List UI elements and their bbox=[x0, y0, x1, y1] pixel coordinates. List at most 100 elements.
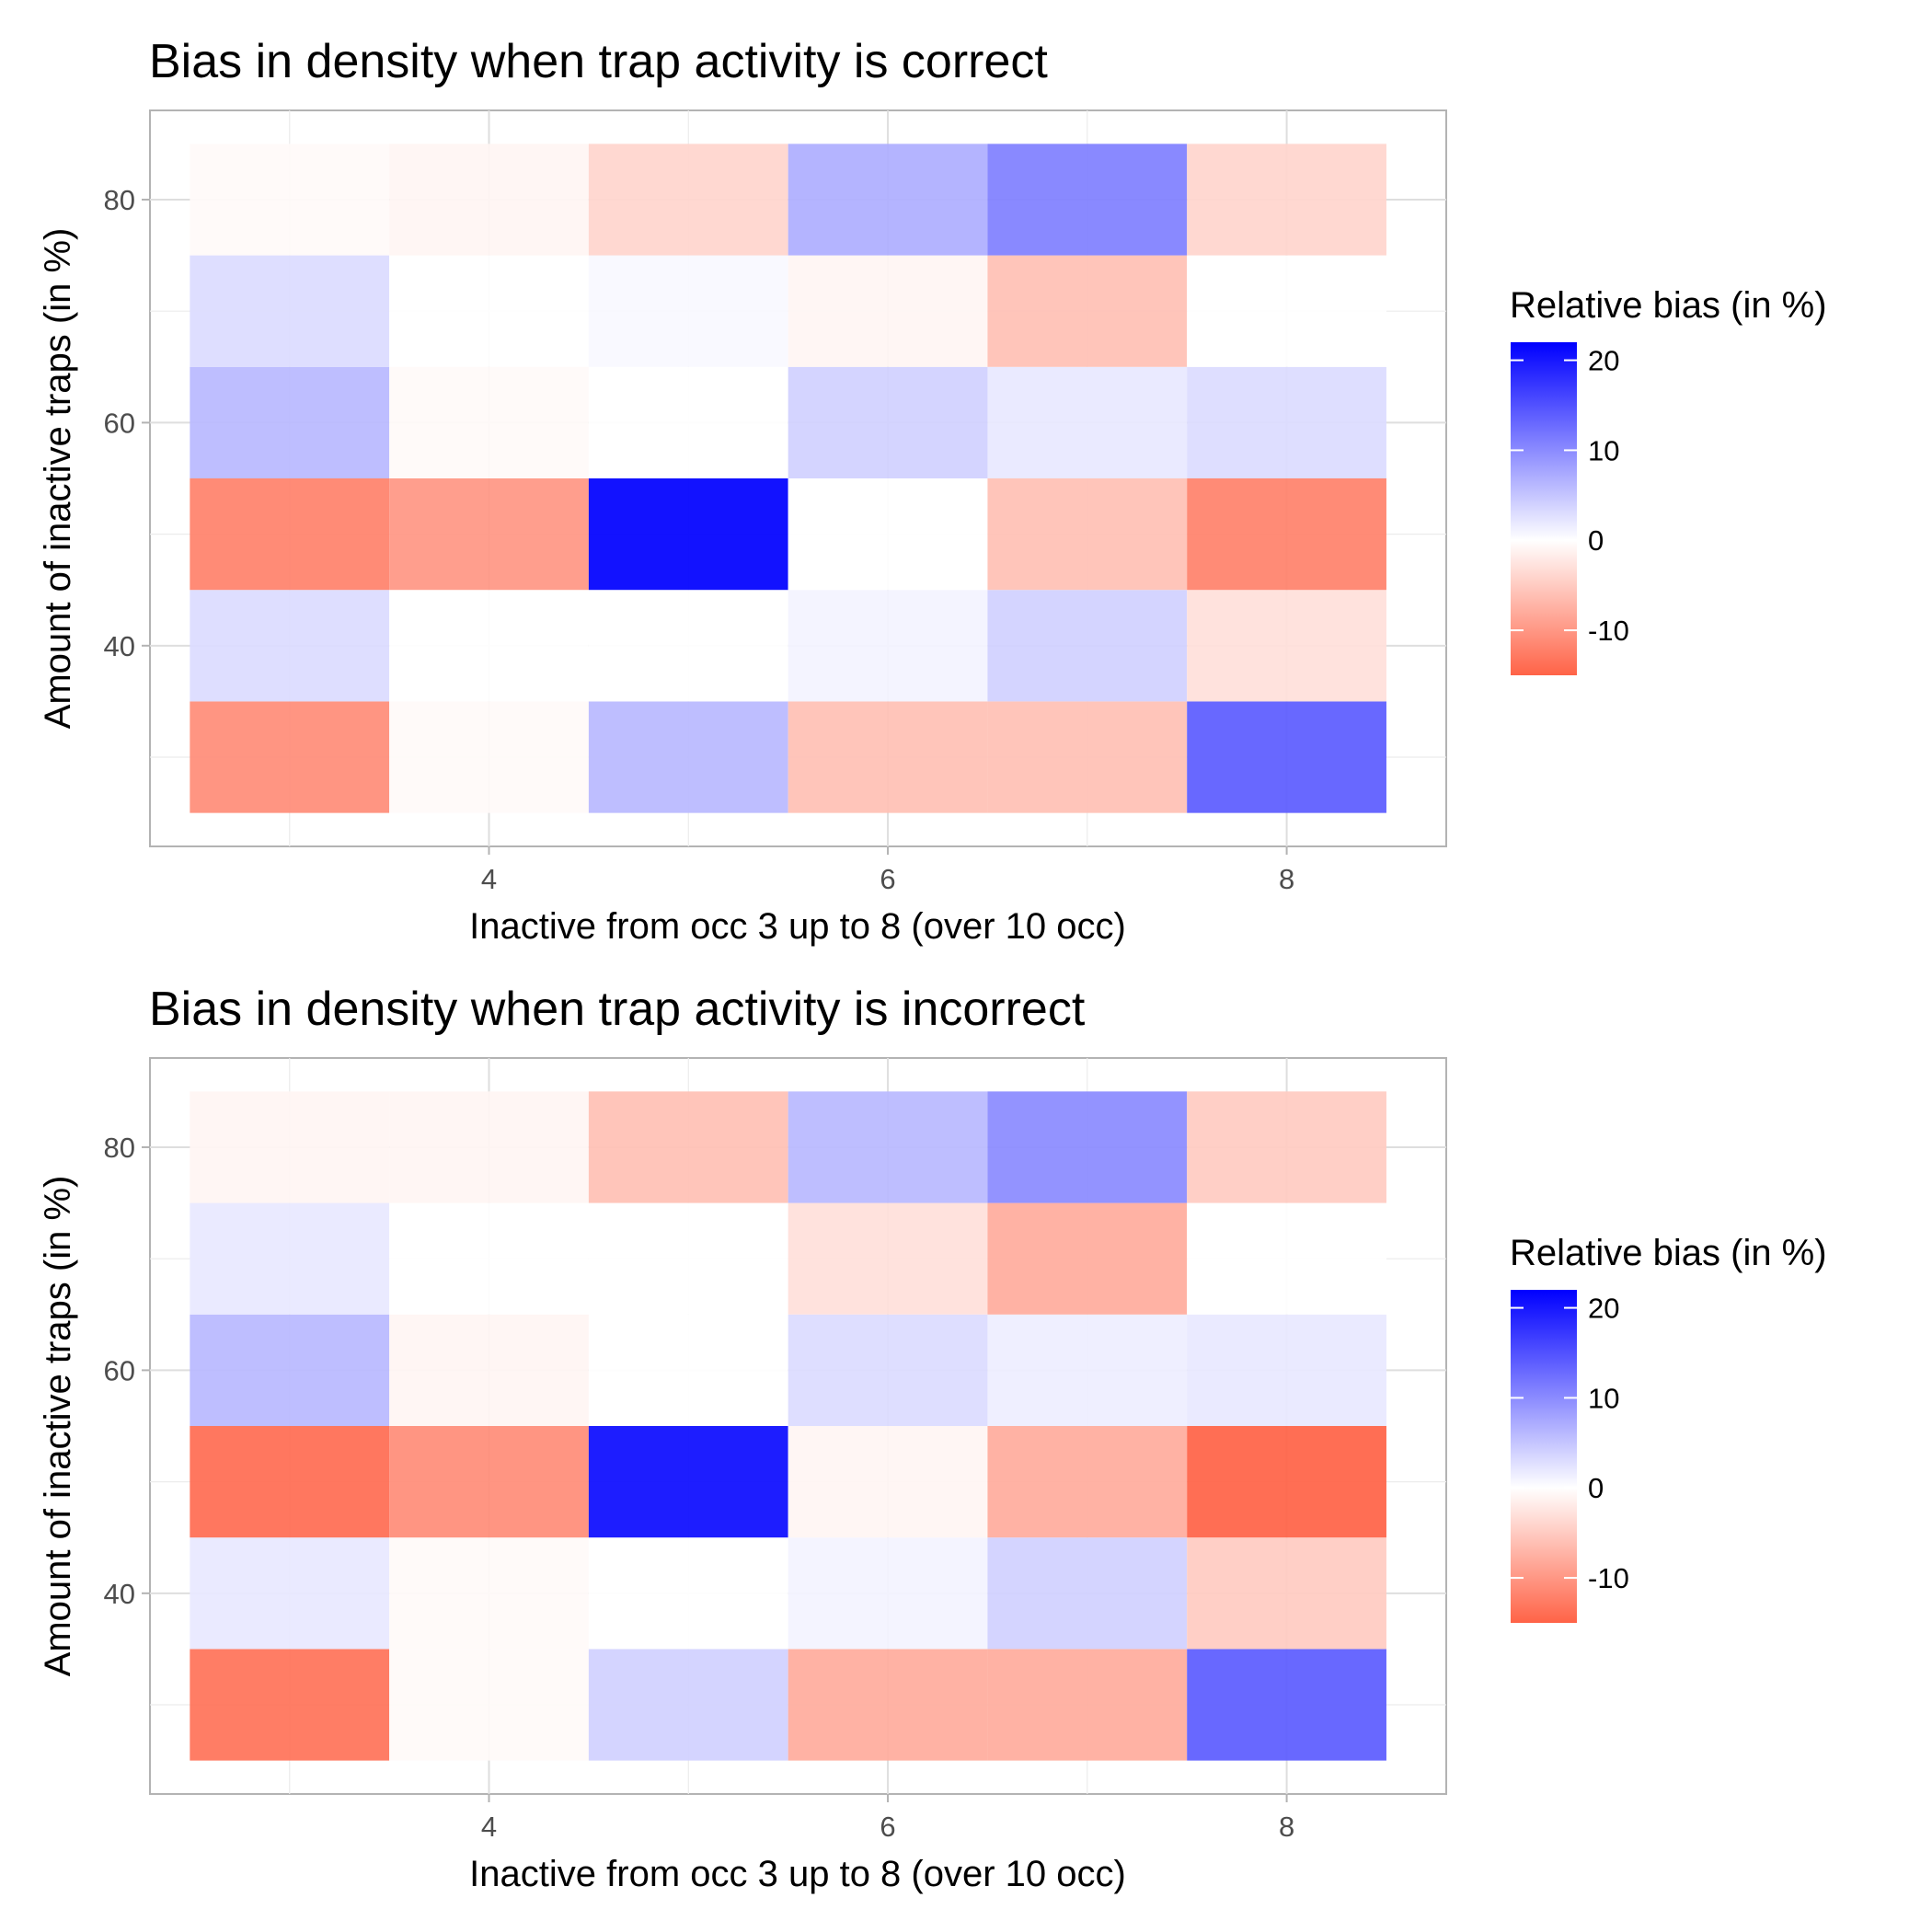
heatmap-cell bbox=[588, 701, 788, 813]
heatmap-cell bbox=[788, 1649, 988, 1761]
heatmap-cell bbox=[1187, 1091, 1386, 1203]
x-ticks: 4 6 8 bbox=[481, 1794, 1294, 1843]
heatmap-cell bbox=[1187, 1649, 1386, 1761]
legend-title: Relative bias (in %) bbox=[1510, 285, 1827, 326]
heatmap-cells bbox=[190, 1091, 1386, 1761]
chart-panel-incorrect: Bias in density when trap activity is in… bbox=[38, 983, 1827, 1894]
heatmap-cell bbox=[389, 255, 589, 367]
heatmap-cell bbox=[389, 478, 589, 591]
legend-colorbar bbox=[1511, 342, 1577, 675]
heatmap-cell bbox=[588, 144, 788, 256]
heatmap-cell bbox=[588, 1314, 788, 1426]
x-axis-label: Inactive from occ 3 up to 8 (over 10 occ… bbox=[469, 1854, 1126, 1894]
heatmap-cell bbox=[588, 478, 788, 591]
heatmap-cell bbox=[190, 1426, 390, 1538]
heatmap-cell bbox=[190, 144, 390, 256]
heatmap-cell bbox=[788, 1426, 988, 1538]
y-tick-label: 40 bbox=[104, 630, 135, 662]
heatmap-cell bbox=[987, 701, 1188, 813]
heatmap-cell bbox=[190, 478, 390, 591]
heatmap-cell bbox=[190, 1537, 390, 1650]
heatmap-cell bbox=[788, 590, 988, 702]
heatmap-cell bbox=[588, 1426, 788, 1538]
y-tick-label: 60 bbox=[104, 1354, 135, 1386]
heatmap-cell bbox=[190, 1202, 390, 1315]
heatmap-cell bbox=[389, 1091, 589, 1203]
heatmap-cell bbox=[788, 701, 988, 813]
y-axis-label: Amount of inactive traps (in %) bbox=[38, 1176, 78, 1677]
heatmap-cell bbox=[1187, 478, 1386, 591]
heatmap-cell bbox=[987, 478, 1188, 591]
heatmap-cell bbox=[1187, 1314, 1386, 1426]
heatmap-cells bbox=[190, 144, 1386, 813]
heatmap-cell bbox=[190, 1649, 390, 1761]
legend-ticks: -10 0 10 20 bbox=[1511, 1293, 1629, 1594]
heatmap-cell bbox=[987, 1426, 1188, 1538]
heatmap-cell bbox=[788, 1202, 988, 1315]
heatmap-cell bbox=[389, 1537, 589, 1650]
legend-tick-label: 0 bbox=[1588, 524, 1604, 557]
heatmap-cell bbox=[788, 1537, 988, 1650]
legend-tick-label: 20 bbox=[1588, 1293, 1619, 1325]
heatmap-cell bbox=[1187, 144, 1386, 256]
heatmap-cell bbox=[389, 701, 589, 813]
legend-tick-label: 10 bbox=[1588, 1382, 1619, 1414]
heatmap-cell bbox=[987, 1202, 1188, 1315]
x-tick-label: 8 bbox=[1279, 1811, 1294, 1843]
heatmap-cell bbox=[588, 366, 788, 478]
x-tick-label: 6 bbox=[880, 863, 895, 895]
heatmap-cell bbox=[588, 1537, 788, 1650]
legend-tick-label: -10 bbox=[1588, 1562, 1629, 1594]
legend-colorbar bbox=[1511, 1290, 1577, 1623]
heatmap-cell bbox=[987, 1537, 1188, 1650]
heatmap-cell bbox=[987, 1314, 1188, 1426]
heatmap-cell bbox=[1187, 1202, 1386, 1315]
heatmap-cell bbox=[1187, 1537, 1386, 1650]
y-tick-label: 40 bbox=[104, 1578, 135, 1610]
chart-panel-correct: Bias in density when trap activity is co… bbox=[38, 35, 1827, 947]
heatmap-cell bbox=[588, 1649, 788, 1761]
heatmap-cell bbox=[588, 1202, 788, 1315]
heatmap-cell bbox=[1187, 1426, 1386, 1538]
heatmap-cell bbox=[1187, 701, 1386, 813]
y-ticks: 40 60 80 bbox=[104, 1132, 150, 1610]
heatmap-cell bbox=[389, 1649, 589, 1761]
heatmap-cell bbox=[987, 144, 1188, 256]
heatmap-cell bbox=[788, 144, 988, 256]
x-tick-label: 4 bbox=[481, 1811, 497, 1843]
y-tick-label: 80 bbox=[104, 1132, 135, 1164]
heatmap-cell bbox=[389, 366, 589, 478]
x-ticks: 4 6 8 bbox=[481, 846, 1294, 895]
heatmap-cell bbox=[190, 366, 390, 478]
heatmap-cell bbox=[190, 1314, 390, 1426]
heatmap-cell bbox=[389, 1202, 589, 1315]
chart-title: Bias in density when trap activity is in… bbox=[149, 983, 1086, 1036]
heatmap-cell bbox=[190, 255, 390, 367]
heatmap-cell bbox=[190, 701, 390, 813]
legend-title: Relative bias (in %) bbox=[1510, 1233, 1827, 1273]
x-tick-label: 6 bbox=[880, 1811, 895, 1843]
y-axis-label: Amount of inactive traps (in %) bbox=[38, 228, 78, 730]
heatmap-cell bbox=[788, 1091, 988, 1203]
y-tick-label: 60 bbox=[104, 407, 135, 439]
legend-ticks: -10 0 10 20 bbox=[1511, 345, 1629, 647]
heatmap-cell bbox=[1187, 255, 1386, 367]
y-tick-label: 80 bbox=[104, 184, 135, 216]
heatmap-cell bbox=[1187, 366, 1386, 478]
heatmap-cell bbox=[588, 255, 788, 367]
heatmap-cell bbox=[588, 590, 788, 702]
heatmap-cell bbox=[788, 1314, 988, 1426]
x-tick-label: 4 bbox=[481, 863, 497, 895]
heatmap-cell bbox=[987, 590, 1188, 702]
legend-tick-label: 0 bbox=[1588, 1472, 1604, 1504]
heatmap-cell bbox=[987, 366, 1188, 478]
heatmap-cell bbox=[389, 1314, 589, 1426]
heatmap-cell bbox=[389, 1426, 589, 1538]
chart-title: Bias in density when trap activity is co… bbox=[149, 35, 1048, 88]
heatmap-cell bbox=[788, 366, 988, 478]
heatmap-cell bbox=[987, 1091, 1188, 1203]
heatmap-cell bbox=[389, 144, 589, 256]
x-tick-label: 8 bbox=[1279, 863, 1294, 895]
heatmap-cell bbox=[788, 255, 988, 367]
